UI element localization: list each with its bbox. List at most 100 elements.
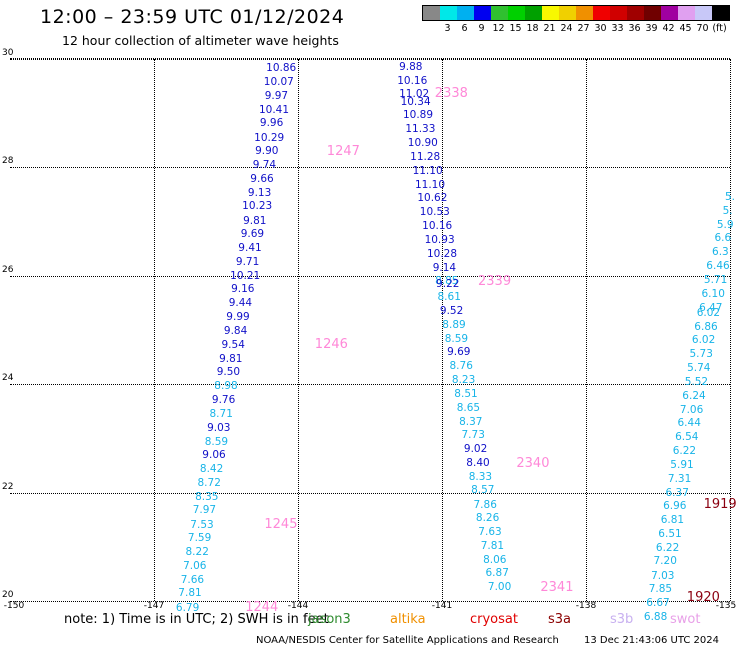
wave-height-value: 11.02 xyxy=(399,87,430,100)
wave-height-value: 7.66 xyxy=(180,573,205,586)
wave-height-value: 5.9 xyxy=(716,218,734,231)
wave-height-value: 8.72 xyxy=(197,476,221,489)
wave-height-value: 6.22 xyxy=(672,444,697,457)
wave-height-value: 10.29 xyxy=(254,131,285,144)
color-scale-labels: 3 6 9 12 15 18 21 24 27 30 33 36 39 42 45 70 (ft) xyxy=(422,21,730,35)
wave-height-value: 6.86 xyxy=(694,320,718,333)
wave-height-value: 6.67 xyxy=(646,597,670,610)
pass-time-label: 2341 xyxy=(540,579,574,595)
latitude-tick-label: 28 xyxy=(2,156,14,167)
wave-height-value: 9.14 xyxy=(432,261,457,274)
wave-height-value: 6.96 xyxy=(663,500,687,513)
legend-item-s3b: s3b xyxy=(610,612,634,627)
wave-height-value: 9.52 xyxy=(439,305,464,318)
wave-height-value: 9.97 xyxy=(264,89,289,102)
longitude-gridline xyxy=(442,59,443,601)
wave-height-value: 10.53 xyxy=(419,206,450,219)
longitude-gridline xyxy=(154,59,155,601)
color-scale-swatch xyxy=(542,6,559,20)
wave-height-value: 7.81 xyxy=(480,539,505,552)
color-scale-label: 42 xyxy=(662,23,675,34)
wave-height-value: 9.81 xyxy=(243,214,267,227)
color-scale-swatch xyxy=(644,6,661,20)
legend-item-cryosat: cryosat xyxy=(470,612,518,627)
color-scale-label: 27 xyxy=(577,23,590,34)
wave-height-value: 11.10 xyxy=(412,164,443,177)
pass-time-label: 1245 xyxy=(264,517,298,533)
pass-time-label: 1920 xyxy=(686,589,720,605)
wave-height-value: 9.90 xyxy=(255,145,279,158)
wave-height-value: 6.24 xyxy=(682,389,706,402)
wave-height-value: 9.02 xyxy=(463,443,488,456)
page-subtitle: 12 hour collection of altimeter wave hei… xyxy=(62,33,339,48)
color-scale-label: 36 xyxy=(628,23,641,34)
wave-height-value: 10.16 xyxy=(422,219,453,232)
wave-height-value: 9.13 xyxy=(247,186,272,199)
wave-height-value: 5.73 xyxy=(689,348,713,361)
wave-height-value: 7.20 xyxy=(653,555,677,568)
wave-height-value: 6.54 xyxy=(675,431,699,444)
pass-time-label: 1919 xyxy=(703,496,737,512)
wave-height-value: 9.84 xyxy=(223,325,248,338)
latitude-gridline xyxy=(10,275,730,277)
wave-height-value: 10.86 xyxy=(266,62,297,75)
wave-height-value: 7.85 xyxy=(648,583,673,596)
wave-height-value: 8.59 xyxy=(444,332,469,345)
wave-height-value: 8.40 xyxy=(466,456,490,469)
color-scale-label: 30 xyxy=(594,23,607,34)
wave-height-value: 8.51 xyxy=(454,387,478,400)
wave-height-value: 6.22 xyxy=(655,541,680,554)
wave-height-value: 7.03 xyxy=(651,569,675,582)
wave-height-value: 7.86 xyxy=(473,498,497,511)
color-scale-swatch xyxy=(457,6,474,20)
wave-height-value: 8.57 xyxy=(471,484,495,497)
pass-time-label: 1246 xyxy=(314,336,348,352)
color-scale-swatch xyxy=(491,6,508,20)
wave-height-value: 10.28 xyxy=(426,247,458,260)
pass-time-label: 1244 xyxy=(245,599,279,615)
wave-height-value: 6.47 xyxy=(699,301,723,314)
latitude-gridline xyxy=(10,167,730,169)
color-scale-label: (ft) xyxy=(712,23,727,34)
color-scale-swatch xyxy=(508,6,525,20)
wave-height-value: 7.59 xyxy=(187,532,212,545)
color-scale-swatch xyxy=(559,6,576,20)
wave-height-value: 10.41 xyxy=(258,103,290,116)
latitude-tick-label: 20 xyxy=(2,590,14,600)
wave-height-value: 9.50 xyxy=(216,366,241,379)
wave-height-value: 10.90 xyxy=(407,137,438,149)
color-scale-swatch xyxy=(627,6,644,20)
color-scale-swatch xyxy=(423,6,440,20)
color-scale-swatch xyxy=(525,6,542,20)
legend-item-altika: altika xyxy=(390,612,426,627)
wave-height-value: 8.71 xyxy=(209,408,233,420)
wave-height-value: 9.16 xyxy=(231,283,255,296)
wave-height-value: 8.98 xyxy=(214,380,238,393)
wave-height-value: 8.06 xyxy=(483,553,507,566)
latitude-gridline xyxy=(10,492,730,494)
color-scale-swatch xyxy=(695,6,712,20)
wave-height-value: 10.62 xyxy=(417,192,448,205)
pass-time-label: 2338 xyxy=(434,86,468,102)
latitude-gridline xyxy=(10,59,730,60)
wave-height-value: 7.63 xyxy=(478,526,502,539)
wave-height-value: 7.53 xyxy=(190,518,214,531)
wave-height-value: 8.22 xyxy=(185,546,209,559)
longitude-gridline xyxy=(298,59,299,601)
wave-height-value: 9.81 xyxy=(219,352,243,365)
color-scale-label: 3 xyxy=(444,23,451,34)
color-scale-label: 9 xyxy=(478,23,485,34)
longitude-tick-label: -144 xyxy=(287,601,309,611)
color-scale-label: 24 xyxy=(560,23,573,34)
wave-height-value: 9.06 xyxy=(202,449,226,462)
wave-height-value: 8.42 xyxy=(199,463,224,476)
wave-height-value: 7.00 xyxy=(487,581,512,594)
wave-height-value: 9.44 xyxy=(228,297,253,310)
wave-height-value: 9.54 xyxy=(221,338,245,351)
wave-height-value: 8.26 xyxy=(475,512,500,525)
wave-height-value: 9.99 xyxy=(226,310,250,323)
wave-height-value: 8.59 xyxy=(204,435,229,448)
wave-height-value: 9.69 xyxy=(240,228,265,241)
wave-height-value: 7.97 xyxy=(192,504,217,517)
longitude-tick-label: -147 xyxy=(143,601,165,611)
